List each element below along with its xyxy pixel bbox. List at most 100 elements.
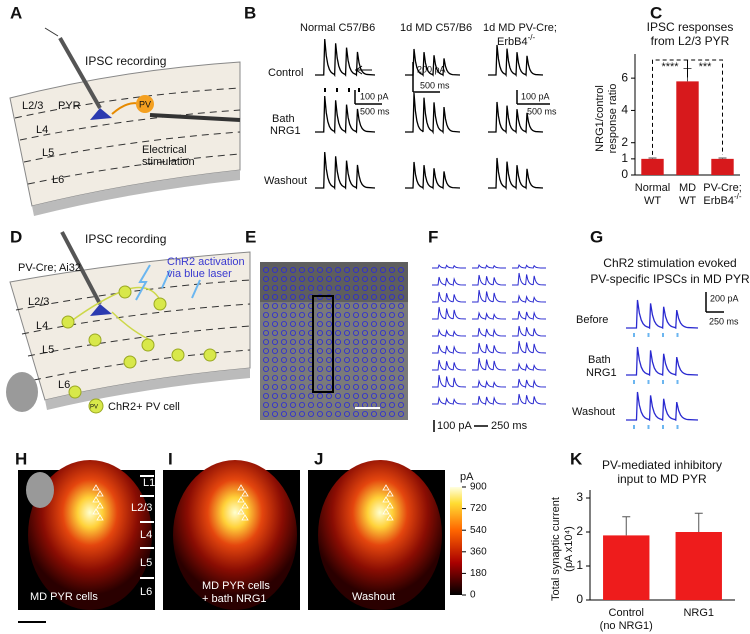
grid-spot (361, 320, 368, 327)
error-bar (648, 157, 657, 159)
grid-spot (280, 329, 287, 336)
laser-label: via blue laser (167, 268, 232, 280)
grid-spot (388, 293, 395, 300)
grid-spot (379, 356, 386, 363)
grid-spot (262, 365, 269, 372)
grid-spot (388, 392, 395, 399)
grid-spot (379, 266, 386, 273)
arrow (44, 27, 59, 37)
grid-spot (325, 365, 332, 372)
grid-spot (361, 374, 368, 381)
trace (472, 263, 507, 269)
y-tick-label: 1 (621, 151, 628, 165)
trace (488, 44, 544, 78)
grid-spot (289, 302, 296, 309)
grid-spot (334, 401, 341, 408)
trace (488, 101, 544, 135)
layer-label: L5 (42, 344, 54, 356)
grid-spot (298, 293, 305, 300)
grid-spot (334, 320, 341, 327)
x-tick-label-line: PV-Cre; (703, 182, 742, 194)
grid-spot (370, 374, 377, 381)
grid-spot (298, 329, 305, 336)
cell-marker (382, 484, 390, 491)
scale-label: 100 pA (521, 91, 550, 101)
cell-marker (237, 496, 245, 503)
grid-spot (397, 266, 404, 273)
scale-label: 200 pA (710, 293, 739, 303)
column-label: 1d MD C57/B6 (400, 22, 472, 34)
stim-electrode (149, 113, 241, 122)
y-tick-label: 6 (621, 70, 628, 84)
grid-spot (343, 392, 350, 399)
grid-spot (289, 284, 296, 291)
grid-spot (370, 383, 377, 390)
grid-spot (271, 284, 278, 291)
grid-spot (262, 284, 269, 291)
grid-spot (271, 410, 278, 417)
grid-spot (379, 275, 386, 282)
grid-spot (334, 266, 341, 273)
grid-spot (298, 383, 305, 390)
grid-spot (298, 311, 305, 318)
caption: Washout (352, 591, 395, 603)
x-tick-label-line: MD (679, 182, 696, 194)
grid-spot (271, 338, 278, 345)
grid-spot (343, 410, 350, 417)
y-axis-label: NRG1/controlresponse ratio (594, 84, 619, 154)
slab-edge (32, 170, 240, 216)
panel-a: A IPSC recording PYR PV L2/3 L4 L5 L6 El… (9, 3, 241, 216)
heatmap-blob (318, 460, 442, 610)
grid-spot (316, 356, 323, 363)
grid-spot (397, 293, 404, 300)
cell-marker (96, 490, 104, 497)
x-tick-label: MD (679, 182, 696, 194)
grid-spot (397, 311, 404, 318)
grid-spot (343, 365, 350, 372)
grid-spot (334, 311, 341, 318)
x-tick-label: Normal (635, 182, 670, 194)
grid-spot (271, 356, 278, 363)
grid-spot (316, 329, 323, 336)
grid-spot (280, 374, 287, 381)
grid-spot (352, 347, 359, 354)
cell-marker (386, 514, 394, 521)
grid-spot (280, 284, 287, 291)
grid-spot (352, 284, 359, 291)
grid-spot (334, 365, 341, 372)
grid-spot (271, 383, 278, 390)
mouse-label: PV-Cre; Ai32 (18, 262, 81, 274)
trace (512, 294, 547, 304)
grid-spot (352, 410, 359, 417)
grid-spot (343, 302, 350, 309)
trace (472, 395, 507, 406)
layer-lines (15, 279, 251, 381)
grid-spot (370, 410, 377, 417)
grid-spot (370, 302, 377, 309)
trace (512, 310, 547, 321)
grid-spot (289, 401, 296, 408)
grid-spot (280, 401, 287, 408)
x-tick-label-line: WT (644, 195, 661, 207)
cell-marker (96, 514, 104, 521)
trace (432, 306, 467, 320)
bar (676, 81, 699, 175)
chart-title: input to MD PYR (617, 472, 707, 486)
row-label: Washout (264, 175, 307, 187)
trace (512, 340, 547, 354)
trace (405, 92, 461, 135)
y-tick-label: 2 (621, 135, 628, 149)
grid-spot (289, 356, 296, 363)
grid-spot (316, 338, 323, 345)
grid-spot (370, 311, 377, 318)
grid-spot (325, 320, 332, 327)
legend-label: ChR2+ PV cell (108, 401, 180, 413)
cell-marker (96, 502, 104, 509)
x-tick-label-line: ErbB4 (703, 195, 734, 207)
grid-spot (298, 320, 305, 327)
heatmaps: H I J L1 L2/3 L4 L5 L6 MD PYR cells MD P… (15, 449, 474, 623)
x-tick-label-line: NRG1 (683, 607, 714, 619)
panel-title: PV-specific IPSCs in MD PYR (590, 272, 750, 286)
grid-spot (289, 374, 296, 381)
trace (512, 272, 547, 286)
